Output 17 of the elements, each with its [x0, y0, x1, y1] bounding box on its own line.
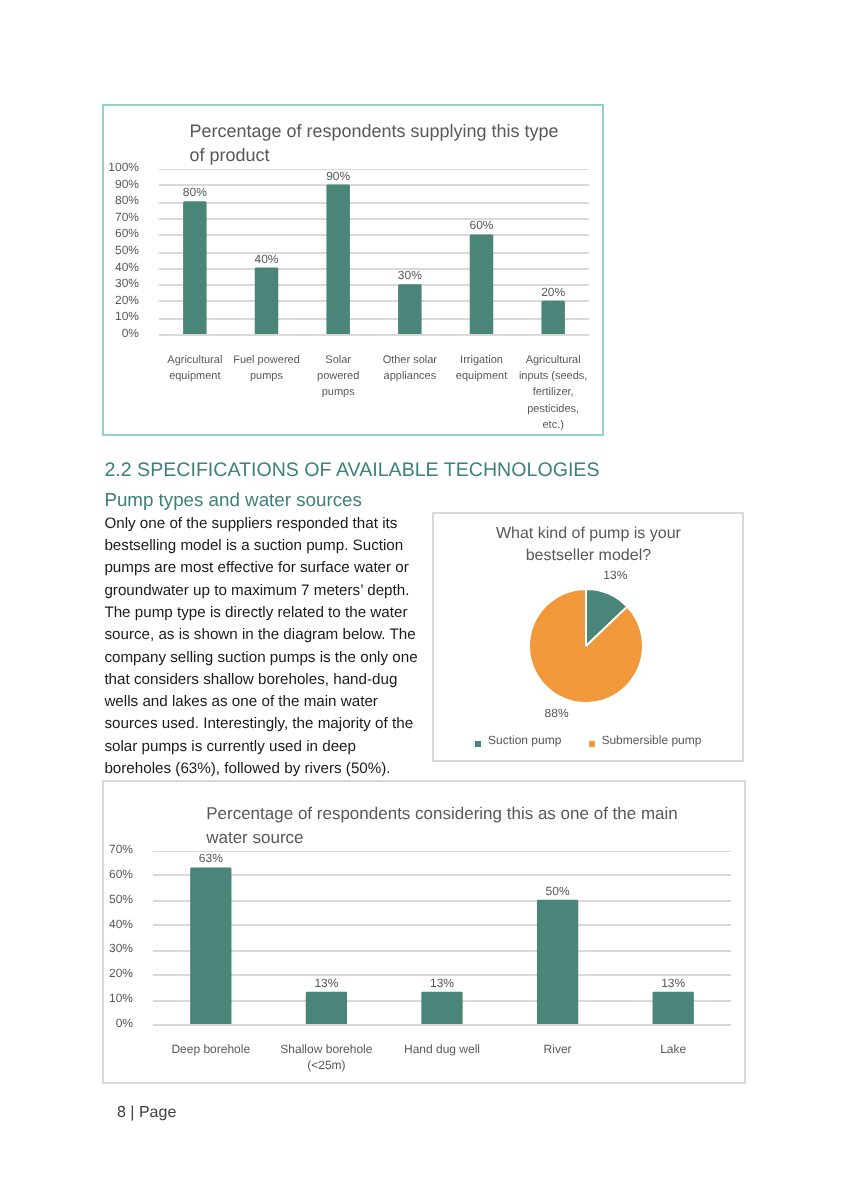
text: 2.2 SPECIFICATIONS OF AVAILABLE TECHNOLOGIES	[104, 460, 601, 482]
bar	[254, 267, 279, 335]
bar	[421, 991, 463, 1025]
chart-title: Percentage of respondents supplying this type of product	[189, 121, 559, 165]
text: Pump types and water sources	[104, 488, 363, 510]
bar	[469, 234, 494, 335]
bar	[652, 991, 694, 1025]
chart-title: Percentage of respondents considering this as one of the main water source	[204, 803, 679, 847]
bar	[398, 284, 422, 335]
bar	[326, 184, 350, 335]
bar	[536, 899, 579, 1025]
bar	[183, 201, 207, 335]
bar	[305, 991, 348, 1025]
chart-title: What kind of pump is your bestseller model?	[495, 524, 682, 564]
bar	[541, 300, 565, 335]
text: 8 | Page	[117, 1103, 178, 1121]
bar	[190, 867, 232, 1025]
